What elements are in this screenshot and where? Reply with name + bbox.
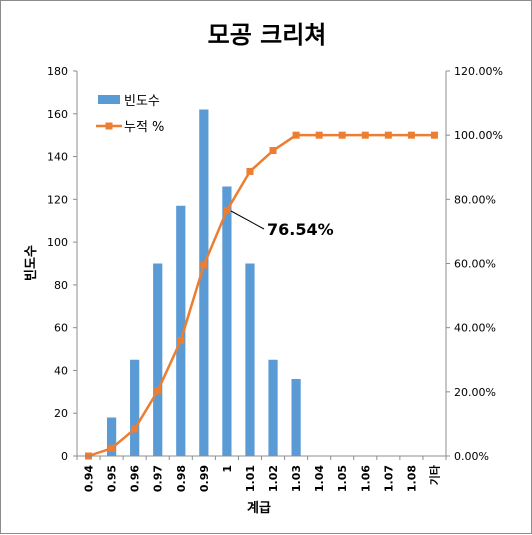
bar — [291, 379, 301, 456]
line-point — [223, 206, 231, 214]
right-tick-label: 0.00% — [454, 450, 489, 463]
line-point — [154, 387, 162, 395]
legend-swatch-marker — [105, 122, 113, 130]
bar — [245, 263, 255, 456]
legend-label-line: 누적 % — [124, 120, 164, 135]
left-tick-label: 60 — [54, 322, 68, 335]
x-tick-label: 1.08 — [405, 465, 418, 492]
x-tick-label: 0.97 — [152, 465, 165, 492]
bar — [268, 359, 278, 456]
line-point — [246, 167, 254, 175]
left-tick-label: 100 — [47, 236, 68, 249]
chart-title: 모공 크리쳐 — [208, 21, 327, 49]
x-tick-label: 0.96 — [129, 465, 142, 492]
right-tick-label: 100.00% — [454, 129, 503, 142]
cumulative-line — [88, 133, 435, 458]
x-axis-ticks: 0.94 0.95 0.96 0.97 0.98 0.99 1 1.01 1.02 1.03 1.0… — [76, 456, 447, 492]
bar — [176, 205, 186, 456]
left-tick-label: 180 — [47, 65, 68, 78]
x-tick-label: 1 — [221, 465, 234, 473]
legend: 빈도수 누적 % — [96, 94, 164, 135]
x-tick-label: 0.99 — [198, 465, 211, 492]
x-tick-label: 1.04 — [313, 465, 326, 492]
bar — [153, 263, 163, 456]
x-tick-label: 1.06 — [359, 465, 372, 492]
bar — [222, 186, 232, 456]
x-tick-label: 1.02 — [267, 465, 280, 492]
left-tick-label: 80 — [54, 279, 68, 292]
y-axis-label: 빈도수 — [23, 245, 39, 281]
line-point — [269, 147, 277, 155]
left-tick-label: 0 — [61, 450, 68, 463]
line-point — [292, 131, 300, 139]
x-tick-label: 0.98 — [175, 465, 188, 492]
right-tick-label: 120.00% — [454, 65, 503, 78]
left-tick-label: 160 — [47, 108, 68, 121]
line-point — [338, 131, 346, 139]
line-point — [177, 337, 185, 344]
annotation-label: 76.54% — [267, 220, 334, 239]
x-tick-label: 1.03 — [290, 465, 303, 492]
x-tick-label: 0.94 — [83, 465, 96, 492]
bar — [130, 359, 140, 456]
x-axis-label: 계급 — [247, 501, 271, 516]
right-tick-label: 40.00% — [454, 322, 496, 335]
line-point — [430, 131, 438, 139]
left-tick-label: 40 — [54, 364, 68, 377]
line-point — [131, 425, 139, 433]
legend-swatch-bars — [98, 95, 120, 104]
line-point — [407, 131, 415, 139]
x-tick-label: 기타 — [427, 464, 441, 485]
x-tick-label: 1.01 — [244, 465, 257, 492]
line-series — [85, 131, 438, 460]
right-tick-label: 80.00% — [454, 193, 496, 206]
x-tick-label: 0.95 — [106, 465, 119, 492]
line-point — [315, 131, 323, 139]
bar — [199, 109, 209, 456]
right-axis-ticks: 0.00% 20.00% 40.00% 60.00% 80.00% 100.00% 120.… — [446, 65, 503, 463]
left-tick-label: 140 — [47, 151, 68, 164]
right-tick-label: 60.00% — [454, 258, 496, 271]
x-tick-label: 1.05 — [336, 465, 349, 492]
left-tick-label: 120 — [47, 193, 68, 206]
bar — [106, 417, 117, 456]
line-point — [108, 444, 116, 452]
line-point — [384, 131, 392, 139]
line-point — [200, 261, 208, 269]
legend-label-bars: 빈도수 — [124, 94, 160, 109]
left-tick-label: 20 — [54, 407, 68, 420]
right-tick-label: 20.00% — [454, 386, 496, 399]
annotation-leader-line — [230, 210, 265, 230]
left-axis-ticks: 0 20 40 60 80 100 120 140 160 180 — [47, 65, 77, 463]
line-point — [361, 131, 369, 139]
bar-series — [106, 109, 301, 456]
x-tick-label: 1.07 — [382, 465, 395, 492]
